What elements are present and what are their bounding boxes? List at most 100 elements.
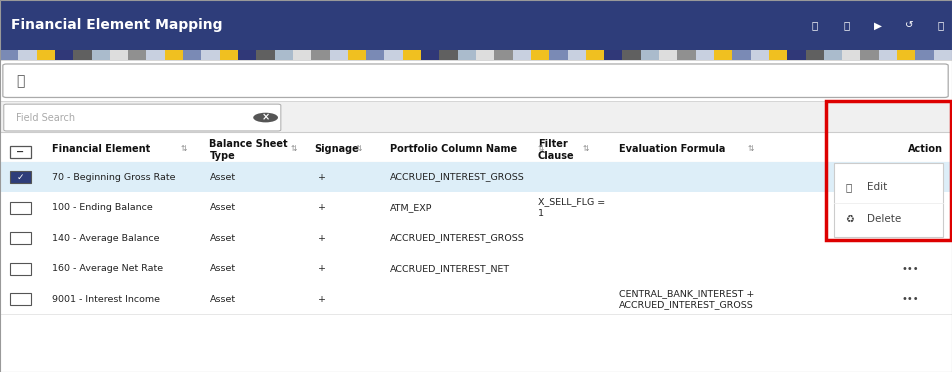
- Text: ⇅: ⇅: [583, 144, 589, 153]
- Text: 70 - Beginning Gross Rate: 70 - Beginning Gross Rate: [52, 173, 176, 182]
- Bar: [0, 132, 952, 372]
- Bar: [879, 50, 897, 60]
- Text: Action: Action: [908, 144, 943, 154]
- Bar: [834, 163, 943, 237]
- Bar: [293, 50, 311, 60]
- Bar: [549, 50, 567, 60]
- Text: ACCRUED_INTEREST_NET: ACCRUED_INTEREST_NET: [390, 264, 510, 273]
- Text: Balance Sheet
Type: Balance Sheet Type: [209, 139, 288, 161]
- Text: Signage: Signage: [314, 144, 359, 154]
- Bar: [843, 50, 861, 60]
- FancyBboxPatch shape: [4, 104, 281, 131]
- Text: ⇅: ⇅: [747, 144, 754, 153]
- Bar: [440, 50, 458, 60]
- Text: +: +: [318, 264, 326, 273]
- Bar: [403, 50, 421, 60]
- FancyBboxPatch shape: [10, 232, 31, 244]
- Text: ↺: ↺: [904, 20, 914, 30]
- Bar: [91, 50, 109, 60]
- Bar: [641, 50, 659, 60]
- Text: 9001 - Interest Income: 9001 - Interest Income: [52, 295, 160, 304]
- Text: ⎙: ⎙: [843, 20, 849, 30]
- Bar: [0, 132, 952, 162]
- Text: ACCRUED_INTEREST_GROSS: ACCRUED_INTEREST_GROSS: [390, 173, 526, 182]
- Text: ⎘: ⎘: [845, 182, 852, 192]
- Text: +: +: [318, 173, 326, 182]
- Text: Asset: Asset: [209, 173, 235, 182]
- Bar: [714, 50, 732, 60]
- Bar: [826, 101, 951, 240]
- Text: Financial Element Mapping: Financial Element Mapping: [11, 18, 223, 32]
- Bar: [165, 50, 183, 60]
- Text: X_SELL_FLG =
1: X_SELL_FLG = 1: [538, 198, 605, 218]
- FancyBboxPatch shape: [10, 146, 31, 158]
- Bar: [623, 50, 641, 60]
- Text: Delete: Delete: [867, 214, 902, 224]
- Text: Asset: Asset: [209, 295, 235, 304]
- Bar: [659, 50, 678, 60]
- Bar: [531, 50, 549, 60]
- Bar: [678, 50, 696, 60]
- FancyBboxPatch shape: [10, 171, 31, 183]
- Text: ×: ×: [262, 113, 269, 122]
- Bar: [787, 50, 805, 60]
- Bar: [0, 0, 952, 50]
- Bar: [421, 50, 440, 60]
- Bar: [0, 162, 952, 192]
- Bar: [347, 50, 367, 60]
- Text: 160 - Average Net Rate: 160 - Average Net Rate: [52, 264, 164, 273]
- Bar: [605, 50, 623, 60]
- Text: ✓: ✓: [17, 173, 24, 182]
- Bar: [274, 50, 293, 60]
- Circle shape: [253, 113, 278, 122]
- Bar: [823, 50, 843, 60]
- Bar: [0, 223, 952, 253]
- FancyBboxPatch shape: [863, 170, 938, 186]
- Bar: [0, 192, 952, 223]
- Bar: [494, 50, 512, 60]
- Text: •••: •••: [902, 294, 919, 304]
- Bar: [476, 50, 494, 60]
- Text: ACCRUED_INTEREST_GROSS: ACCRUED_INTEREST_GROSS: [390, 234, 526, 243]
- FancyBboxPatch shape: [10, 202, 31, 214]
- Text: ⇅: ⇅: [290, 144, 297, 153]
- Bar: [805, 50, 823, 60]
- Bar: [183, 50, 202, 60]
- Text: Asset: Asset: [209, 234, 235, 243]
- Bar: [220, 50, 238, 60]
- Bar: [750, 50, 769, 60]
- Bar: [458, 50, 476, 60]
- Text: ⇅: ⇅: [181, 144, 188, 153]
- FancyBboxPatch shape: [3, 64, 948, 97]
- Bar: [18, 50, 36, 60]
- Bar: [916, 50, 934, 60]
- Bar: [585, 50, 605, 60]
- Bar: [0, 284, 952, 314]
- Text: +: +: [318, 234, 326, 243]
- Bar: [311, 50, 329, 60]
- Text: −: −: [16, 147, 25, 157]
- Text: •••: •••: [902, 264, 919, 273]
- Text: ⎗: ⎗: [812, 20, 818, 30]
- Bar: [129, 50, 147, 60]
- Text: ⇅: ⇅: [538, 144, 545, 153]
- Text: Edit: Edit: [867, 182, 887, 192]
- Text: Field Search: Field Search: [16, 113, 75, 122]
- Bar: [0, 101, 952, 132]
- Bar: [36, 50, 55, 60]
- FancyBboxPatch shape: [10, 263, 31, 275]
- Bar: [732, 50, 750, 60]
- Bar: [55, 50, 73, 60]
- Text: ATM_EXP: ATM_EXP: [390, 203, 433, 212]
- Text: ⇅: ⇅: [355, 144, 362, 153]
- Bar: [256, 50, 274, 60]
- Bar: [0, 50, 18, 60]
- Bar: [512, 50, 531, 60]
- Bar: [0, 60, 952, 101]
- Bar: [934, 50, 952, 60]
- Text: +: +: [318, 295, 326, 304]
- Bar: [202, 50, 220, 60]
- Text: ⌕: ⌕: [16, 74, 25, 88]
- Bar: [73, 50, 91, 60]
- Text: Portfolio Column Name: Portfolio Column Name: [390, 144, 518, 154]
